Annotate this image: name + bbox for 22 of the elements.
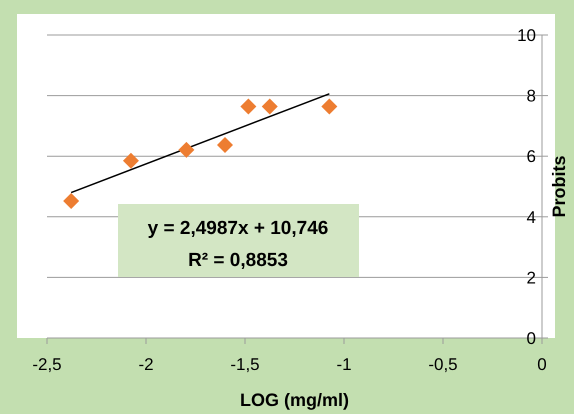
x-tick-label: -2,5 xyxy=(32,355,62,374)
annotation: y = 2,4987x + 10,746 xyxy=(148,218,328,239)
x-axis-title: LOG (mg/ml) xyxy=(240,390,349,410)
y-tick-label: 8 xyxy=(526,86,536,106)
y-tick-label: 2 xyxy=(526,268,536,288)
y-tick-label: 0 xyxy=(526,328,536,348)
point xyxy=(63,193,80,210)
point xyxy=(217,136,233,153)
y-tick-label: 10 xyxy=(517,26,536,45)
point xyxy=(262,98,278,115)
x-tick-label: -2 xyxy=(138,355,154,374)
x-tick-label: -1,5 xyxy=(230,355,260,374)
point xyxy=(321,98,338,115)
annotation: R² = 0,8853 xyxy=(188,250,288,271)
y-tick-label: 6 xyxy=(526,147,536,166)
x-tick-label: -0,5 xyxy=(428,355,458,374)
y-tick-label: 4 xyxy=(526,208,536,227)
point xyxy=(178,142,194,158)
point xyxy=(122,152,139,169)
y-axis-title: Probits xyxy=(549,155,569,218)
point xyxy=(240,98,256,115)
x-tick-label: -1 xyxy=(336,355,352,374)
